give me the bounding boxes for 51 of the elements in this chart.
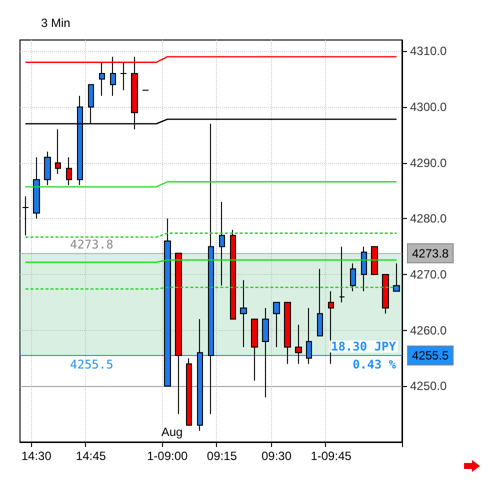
candlestick (251, 318, 258, 382)
candlestick (99, 62, 105, 96)
candlestick (306, 308, 312, 364)
candlestick (393, 262, 400, 292)
x-tick-label: 1-09:45 (310, 449, 352, 463)
chart-title: 3 Min (41, 16, 70, 30)
candlestick (230, 229, 236, 320)
x-tick-label: 09:15 (206, 449, 238, 463)
candlestick (164, 218, 171, 387)
x-tick-label: 09:30 (261, 449, 292, 463)
candlestick (55, 128, 61, 174)
candlestick (120, 62, 127, 91)
candlestick (110, 56, 116, 96)
candlestick (33, 156, 40, 220)
candlestick (273, 302, 280, 348)
x-tick-label: 1-09:00 (146, 449, 188, 463)
candlestick (44, 151, 51, 186)
x-tick-label: 14:30 (21, 449, 52, 463)
candlestick (186, 358, 192, 426)
y-tick-label: 4310.0 (410, 44, 448, 58)
annotation: 0.43 % (352, 357, 397, 372)
candlestick (361, 246, 367, 292)
candlestick (284, 302, 291, 364)
candlestick (328, 290, 334, 364)
annotation: 18.30 JPY (330, 339, 397, 354)
annotation: 4273.8 (70, 237, 114, 252)
candlestick (350, 262, 356, 292)
candlestick (339, 246, 345, 303)
candlestick (66, 156, 72, 186)
candlestick (295, 324, 302, 364)
candlestick (219, 201, 225, 286)
y-tick-label: 4300.0 (410, 100, 448, 114)
y-tick-label: 4260.0 (410, 323, 448, 338)
ref-line-label: 4255.5 (412, 348, 450, 362)
candlestick (175, 252, 182, 415)
candlestick (240, 280, 247, 348)
x-tick-label: 14:45 (76, 449, 106, 463)
ref-line-label: 4273.8 (412, 246, 450, 260)
annotation: Aug (161, 425, 183, 439)
candlestick (382, 274, 389, 314)
y-tick-label: 4290.0 (410, 156, 448, 170)
candlestick (317, 268, 323, 336)
candlestick (262, 308, 269, 398)
y-tick-label: 4250.0 (410, 379, 448, 394)
candlestick (22, 196, 29, 236)
y-tick-label: 4280.0 (410, 212, 448, 226)
annotation: 4255.5 (70, 357, 114, 372)
candlestick (371, 246, 378, 275)
candlestick (208, 123, 214, 415)
y-tick-label: 4270.0 (410, 268, 448, 282)
candlestick (197, 318, 203, 432)
